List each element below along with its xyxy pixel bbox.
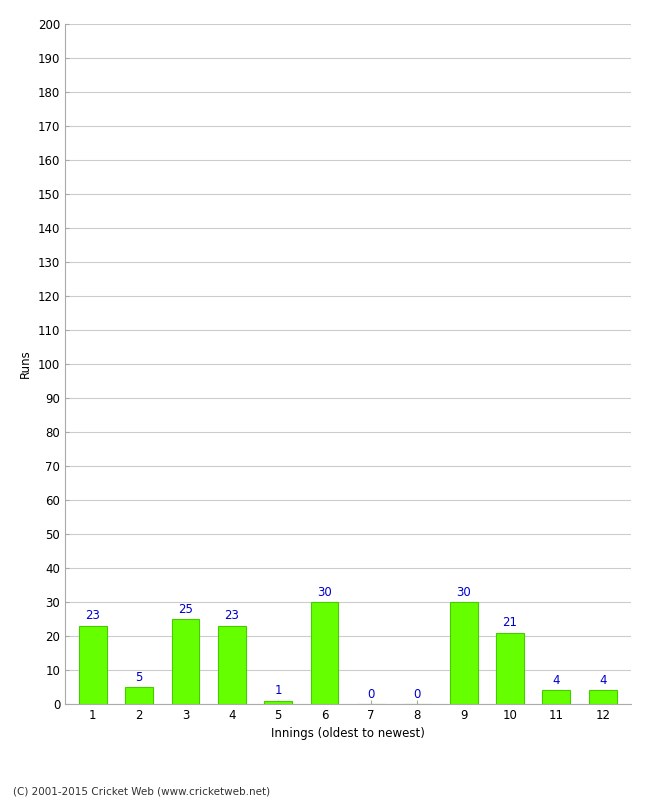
Bar bbox=[265, 701, 292, 704]
Text: 1: 1 bbox=[274, 684, 282, 697]
Bar bbox=[218, 626, 246, 704]
Text: 30: 30 bbox=[317, 586, 332, 598]
Text: 4: 4 bbox=[552, 674, 560, 687]
Bar bbox=[125, 687, 153, 704]
Bar bbox=[79, 626, 107, 704]
Text: 25: 25 bbox=[178, 602, 193, 616]
Bar bbox=[589, 690, 617, 704]
Y-axis label: Runs: Runs bbox=[20, 350, 32, 378]
Text: 4: 4 bbox=[599, 674, 606, 687]
Text: 5: 5 bbox=[135, 670, 143, 683]
Text: 23: 23 bbox=[224, 610, 239, 622]
Bar bbox=[450, 602, 478, 704]
Bar bbox=[172, 619, 200, 704]
Bar bbox=[311, 602, 339, 704]
Text: 0: 0 bbox=[413, 687, 421, 701]
Text: (C) 2001-2015 Cricket Web (www.cricketweb.net): (C) 2001-2015 Cricket Web (www.cricketwe… bbox=[13, 786, 270, 796]
Text: 0: 0 bbox=[367, 687, 374, 701]
Bar bbox=[496, 633, 524, 704]
Text: 21: 21 bbox=[502, 616, 517, 629]
X-axis label: Innings (oldest to newest): Innings (oldest to newest) bbox=[271, 727, 424, 741]
Text: 23: 23 bbox=[85, 610, 100, 622]
Text: 30: 30 bbox=[456, 586, 471, 598]
Bar bbox=[543, 690, 570, 704]
